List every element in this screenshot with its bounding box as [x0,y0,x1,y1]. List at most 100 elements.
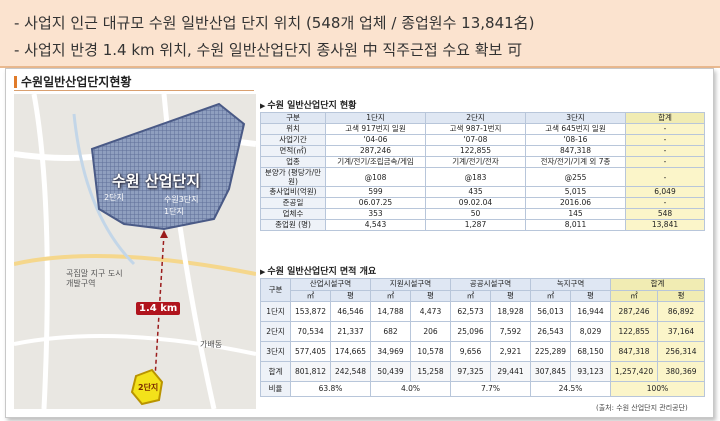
table-row: 업체수 353 50 145 548 [260,208,705,220]
table-cell: 4,473 [410,301,451,322]
table-cell: 122,855 [425,145,526,157]
table-cell: 307,845 [530,361,571,382]
table-cell: 56,013 [530,301,571,322]
table-cell: 14,788 [370,301,411,322]
table-cell: - [625,123,705,135]
table-cell: 93,123 [569,361,612,382]
section-title: 수원일반산업단지현황 [14,73,131,90]
table-cell: 62,573 [450,301,491,322]
table1-header: 3단지 [525,112,626,124]
table2-unit: ㎡ [530,289,571,302]
area-overview-table: 구분 산업시설구역 지원시설구역 공공시설구역 녹지구역 합계 ㎡ 평 ㎡ 평 ㎡ 평… [260,278,706,397]
table-cell: 1,257,420 [610,361,659,382]
source-note: (출처: 수원 산업단지 관리공단) [596,404,688,412]
table2-group: 녹지구역 [529,278,612,291]
table-cell: 34,969 [370,341,411,362]
table1-header: 구분 [260,112,326,124]
map-label-district: 곡집말 지구 도시개발구역 [66,269,123,288]
table-cell: 37,164 [657,321,706,342]
table-cell: 145 [525,208,626,220]
table-cell: 287,246 [325,145,426,157]
table-row: 사업기간 '04-06'07-08'08-16- [260,134,705,146]
table-cell: '07-08 [425,134,526,146]
table-cell: 242,548 [330,361,371,382]
row-label: 3단지 [260,341,291,362]
table-cell: - [625,197,705,209]
table2-unit: 평 [410,289,451,302]
table-cell: 287,246 [610,301,659,322]
content-panel: 수원일반산업단지현황 수원 산업단지 수원3단지 1단지 [5,68,714,418]
ratio-row: 비율 63.8% 4.0% 7.7% 24.5% 100% [260,381,706,397]
table-cell: 225,289 [530,341,571,362]
table-row: 3단지 577,405 174,665 34,969 10,578 9,656 2,921 2… [260,341,706,362]
table2-unit: 평 [569,289,612,302]
table-cell: 435 [425,186,526,198]
table-cell: 13,841 [625,219,705,231]
table-cell: 16,944 [569,301,612,322]
table-row: 2단지 70,534 21,337 682 206 25,096 7,592 26,543 8,… [260,321,706,342]
table-cell: 15,258 [410,361,451,382]
table-cell: - [625,167,705,187]
table-cell: 70,534 [290,321,331,342]
triangle-bullet-icon: ▶ [260,268,266,276]
table-cell: 6,049 [625,186,705,198]
table2-group: 합계 [610,278,706,291]
table2-unit-row: ㎡ 평 ㎡ 평 ㎡ 평 ㎡ 평 ㎡ 평 [261,289,706,302]
distance-badge: 1.4 km [136,302,181,315]
table2-group-row: 구분 산업시설구역 지원시설구역 공공시설구역 녹지구역 합계 [260,278,706,302]
section-divider [14,90,254,91]
table-cell: 256,314 [657,341,706,362]
table-cell: 548 [625,208,705,220]
table-cell: 10,578 [410,341,451,362]
row-label: 위치 [260,123,326,135]
table-cell: 97,325 [450,361,491,382]
table-cell: 599 [325,186,426,198]
headline-2: - 사업지 반경 1.4 km 위치, 수원 일반산업단지 종사원 中 직주근접… [14,41,523,59]
row-label: 종업원 (명) [260,219,326,231]
row-label: 준공일 [260,197,326,209]
table-cell: - [625,134,705,146]
table-cell: 50,439 [370,361,411,382]
table-cell: 174,665 [330,341,371,362]
table-cell: 380,369 [657,361,706,382]
row-label: 면적(㎡) [260,145,326,157]
table-cell: - [625,145,705,157]
table-cell: @255 [525,167,626,187]
map-label-neighborhood: 가배동 [200,340,223,349]
table-cell: 기계/전기/조립금속/게임 [325,156,426,168]
table2-unit: ㎡ [610,289,659,302]
table1-header-row: 구분 1단지 2단지 3단지 합계 [260,112,705,124]
table2-unit: 평 [330,289,371,302]
table-row: 1단지 153,872 46,546 14,788 4,473 62,573 18,928 5… [260,301,706,322]
table-cell: 1,287 [425,219,526,231]
location-map: 수원 산업단지 수원3단지 1단지 2단지 곡집말 지구 도시개발구역 가배동 … [14,94,256,409]
table-cell: 50 [425,208,526,220]
row-label: 2단지 [260,321,291,342]
complex-status-table: 구분 1단지 2단지 3단지 합계 위치 고색 917번지 일원 고색 987-1번… [260,112,705,231]
table-cell: 86,892 [657,301,706,322]
table-row: 총사업비(억원) 599 435 5,015 6,049 [260,186,705,198]
map-title: 수원 산업단지 [112,172,201,190]
table-cell: 기계/전기/전자 [425,156,526,168]
table2-unit: 평 [490,289,531,302]
table-cell: 전자/전기/기계 외 7종 [525,156,626,168]
table-cell: 46,546 [330,301,371,322]
table2-head-label: 구분 [260,278,291,302]
table-cell: 고색 645번지 일원 [525,123,626,135]
row-label: 비율 [260,381,291,397]
row-label: 합계 [260,361,291,382]
table-cell: 577,405 [290,341,331,362]
table-cell: 고색 917번지 일원 [325,123,426,135]
headline-1: - 사업지 인근 대규모 수원 일반산업 단지 위치 (548개 업체 / 종업… [14,14,535,32]
table-cell: 9,656 [450,341,491,362]
table2-unit: ㎡ [290,289,331,302]
project-site-area [130,368,164,406]
ratio-cell: 63.8% [290,381,371,397]
table1-header: 합계 [625,112,705,124]
table-cell: @108 [325,167,426,187]
ratio-cell: 7.7% [450,381,531,397]
table-cell: 09.02.04 [425,197,526,209]
table-cell: 2,921 [490,341,531,362]
table-cell: 8,029 [569,321,612,342]
table1-header: 1단지 [325,112,426,124]
